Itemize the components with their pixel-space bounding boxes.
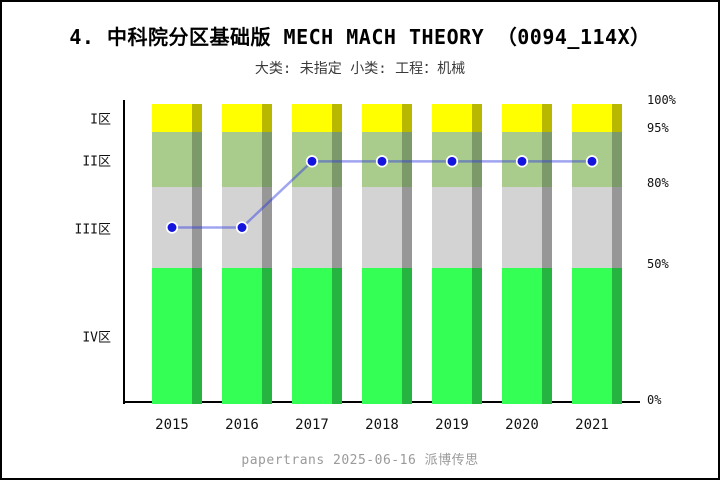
bar-segment-zone3	[222, 187, 272, 268]
bar-segment-zone1	[362, 104, 412, 132]
bar-segment-zone4	[572, 268, 622, 404]
bar-segment-zone3	[362, 187, 412, 268]
y-tick-100: 100%	[647, 93, 676, 107]
bar-segment-zone2	[152, 132, 202, 187]
y-axis-line	[123, 100, 125, 404]
bar-segment-zone4	[292, 268, 342, 404]
bar-segment-zone2	[502, 132, 552, 187]
bar-segment-zone1	[572, 104, 622, 132]
bar-segment-zone3	[152, 187, 202, 268]
bar-segment-zone4	[222, 268, 272, 404]
x-tick-2020: 2020	[505, 417, 539, 433]
bar-segment-zone2	[432, 132, 482, 187]
bar-segment-zone3	[292, 187, 342, 268]
bar-segment-zone3	[572, 187, 622, 268]
bar-segment-zone3	[432, 187, 482, 268]
stacked-bar-2015	[152, 104, 202, 404]
footer-credit: papertrans 2025-06-16 派博传思	[241, 453, 479, 468]
bar-segment-zone2	[222, 132, 272, 187]
x-tick-2015: 2015	[155, 417, 189, 433]
stacked-bar-2021	[572, 104, 622, 404]
y-tick-95: 95%	[647, 121, 669, 135]
x-tick-2021: 2021	[575, 417, 609, 433]
bar-segment-zone1	[152, 104, 202, 132]
zone-label-4: IV区	[82, 330, 111, 346]
bar-segment-zone4	[502, 268, 552, 404]
y-tick-80: 80%	[647, 176, 669, 190]
x-tick-2019: 2019	[435, 417, 469, 433]
y-tick-50: 50%	[647, 257, 669, 271]
bar-segment-zone1	[432, 104, 482, 132]
page-subtitle: 大类: 未指定 小类: 工程：机械	[254, 61, 466, 77]
stacked-bar-2016	[222, 104, 272, 404]
stacked-bar-2017	[292, 104, 342, 404]
stacked-bar-2018	[362, 104, 412, 404]
stacked-bar-2019	[432, 104, 482, 404]
bar-segment-zone3	[502, 187, 552, 268]
bar-segment-zone4	[362, 268, 412, 404]
x-tick-2017: 2017	[295, 417, 329, 433]
stacked-bar-2020	[502, 104, 552, 404]
x-tick-2018: 2018	[365, 417, 399, 433]
page-title: 4. 中科院分区基础版 MECH MACH THEORY （0094_114X）	[69, 25, 651, 49]
zone-label-1: I区	[90, 112, 111, 128]
bar-segment-zone1	[502, 104, 552, 132]
zone-label-3: III区	[74, 222, 111, 237]
y-tick-0: 0%	[647, 393, 662, 407]
bar-segment-zone2	[572, 132, 622, 187]
bar-segment-zone4	[432, 268, 482, 404]
bar-segment-zone2	[292, 132, 342, 187]
x-tick-2016: 2016	[225, 417, 259, 433]
zone-label-2: II区	[82, 154, 111, 169]
bar-segment-zone4	[152, 268, 202, 404]
bar-segment-zone2	[362, 132, 412, 187]
bar-segment-zone1	[292, 104, 342, 132]
bar-segment-zone1	[222, 104, 272, 132]
